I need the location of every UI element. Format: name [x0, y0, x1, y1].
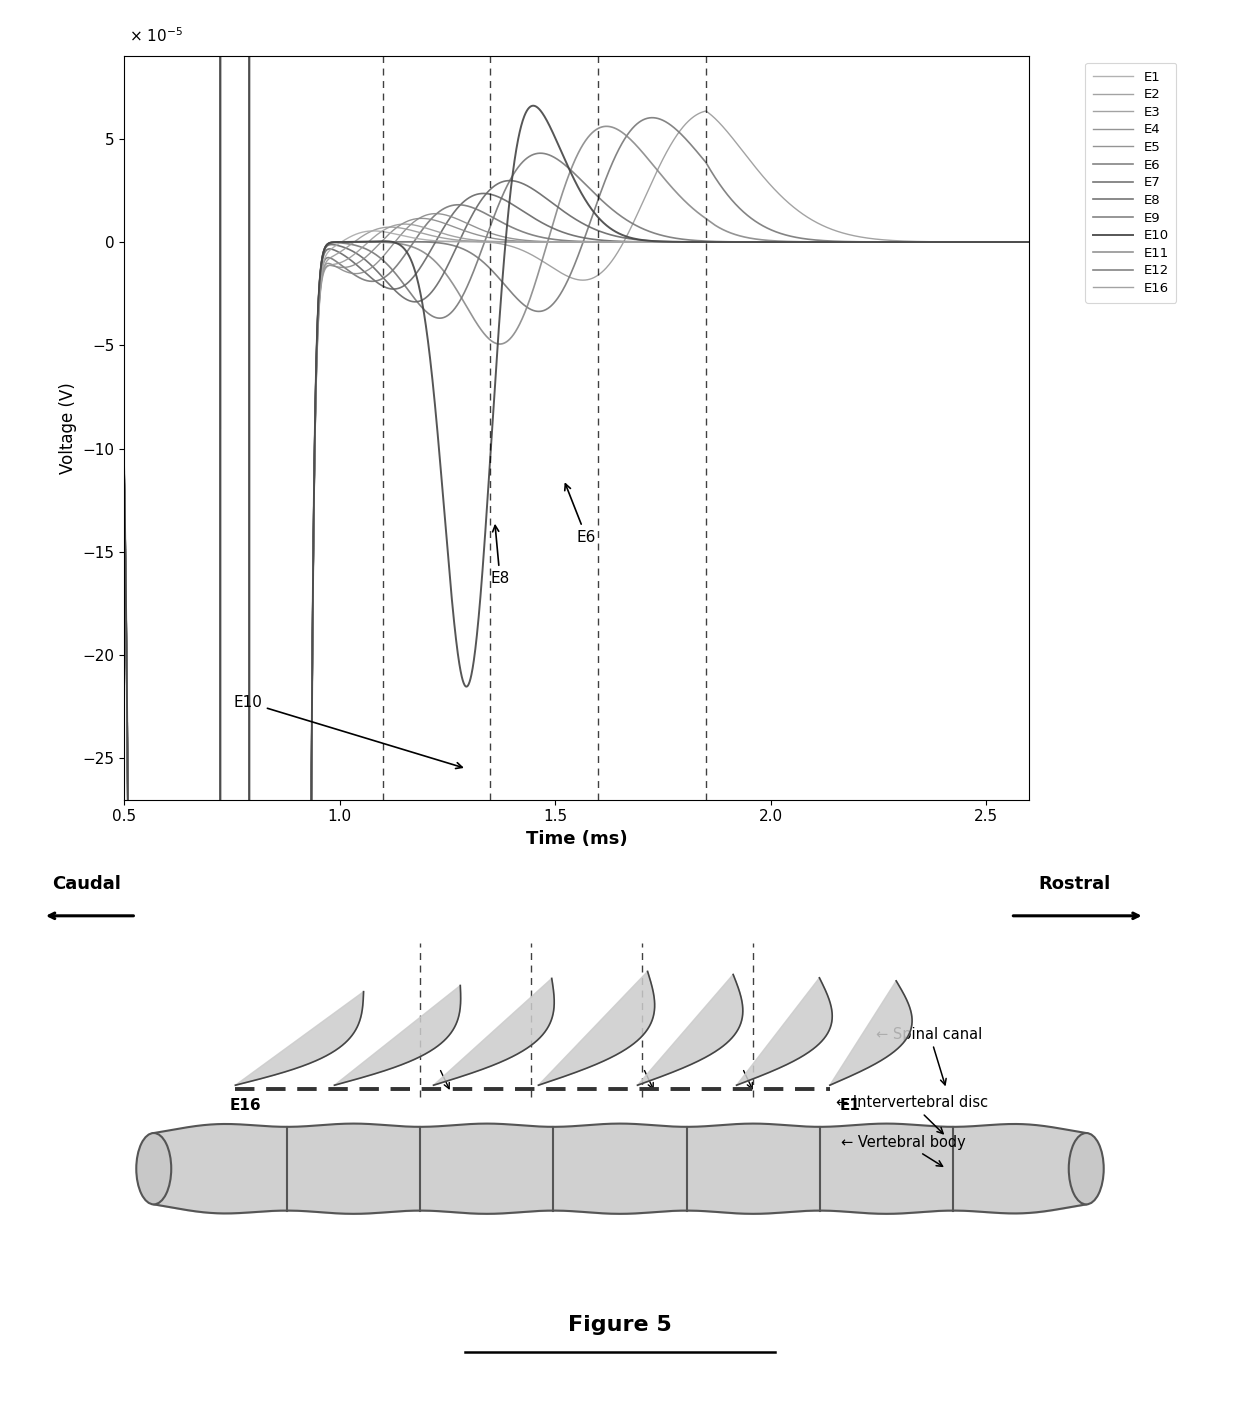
- Text: E8: E8: [490, 526, 510, 586]
- Text: ← Vertebral body: ← Vertebral body: [842, 1135, 966, 1166]
- X-axis label: Time (ms): Time (ms): [526, 831, 627, 847]
- Legend: E1, E2, E3, E4, E5, E6, E7, E8, E9, E10, E11, E12, E16: E1, E2, E3, E4, E5, E6, E7, E8, E9, E10,…: [1085, 63, 1177, 303]
- Text: Caudal: Caudal: [52, 875, 120, 892]
- Polygon shape: [236, 992, 363, 1086]
- Text: ← Spinal canal: ← Spinal canal: [877, 1027, 982, 1085]
- Y-axis label: Voltage (V): Voltage (V): [58, 382, 77, 474]
- Text: Rostral: Rostral: [1038, 875, 1111, 892]
- Text: E6: E6: [564, 484, 596, 544]
- Polygon shape: [335, 985, 461, 1086]
- Text: E16: E16: [229, 1097, 262, 1113]
- Ellipse shape: [136, 1134, 171, 1204]
- Polygon shape: [737, 978, 832, 1086]
- Polygon shape: [830, 981, 913, 1086]
- Text: E10: E10: [233, 694, 463, 769]
- Polygon shape: [538, 971, 655, 1086]
- Polygon shape: [434, 978, 554, 1086]
- Ellipse shape: [1069, 1134, 1104, 1204]
- Polygon shape: [637, 975, 743, 1086]
- Text: $\times$ 10$^{-5}$: $\times$ 10$^{-5}$: [129, 27, 182, 45]
- Text: Figure 5: Figure 5: [568, 1315, 672, 1336]
- Text: ← Intervertebral disc: ← Intervertebral disc: [836, 1096, 988, 1134]
- Text: E1: E1: [839, 1097, 861, 1113]
